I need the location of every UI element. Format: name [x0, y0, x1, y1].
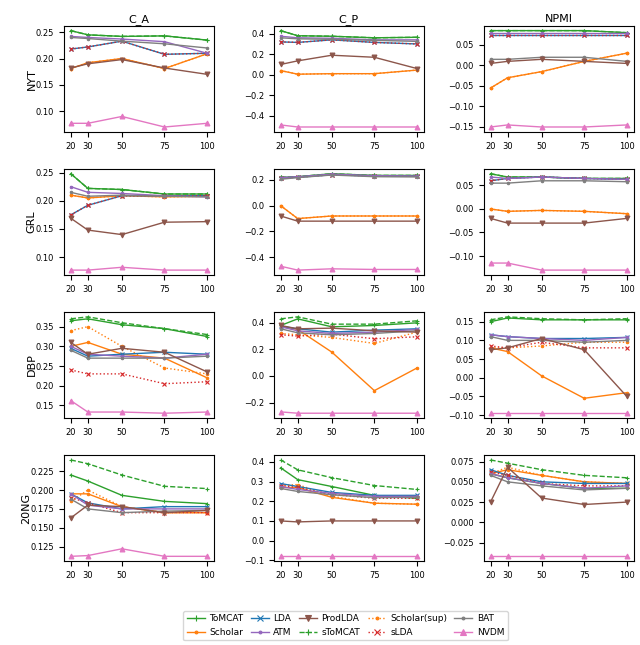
Title: C_A: C_A — [129, 14, 150, 25]
Title: C_P: C_P — [339, 14, 359, 25]
Y-axis label: 20NG: 20NG — [21, 493, 31, 524]
Title: NPMI: NPMI — [545, 14, 573, 24]
Y-axis label: GRL: GRL — [27, 211, 36, 233]
Y-axis label: NYT: NYT — [27, 68, 36, 90]
Y-axis label: DBP: DBP — [27, 353, 36, 377]
Legend: ToMCAT, Scholar, LDA, ATM, ProdLDA, sToMCAT, Scholar(sup), sLDA, BAT, NVDM: ToMCAT, Scholar, LDA, ATM, ProdLDA, sToM… — [183, 611, 508, 640]
